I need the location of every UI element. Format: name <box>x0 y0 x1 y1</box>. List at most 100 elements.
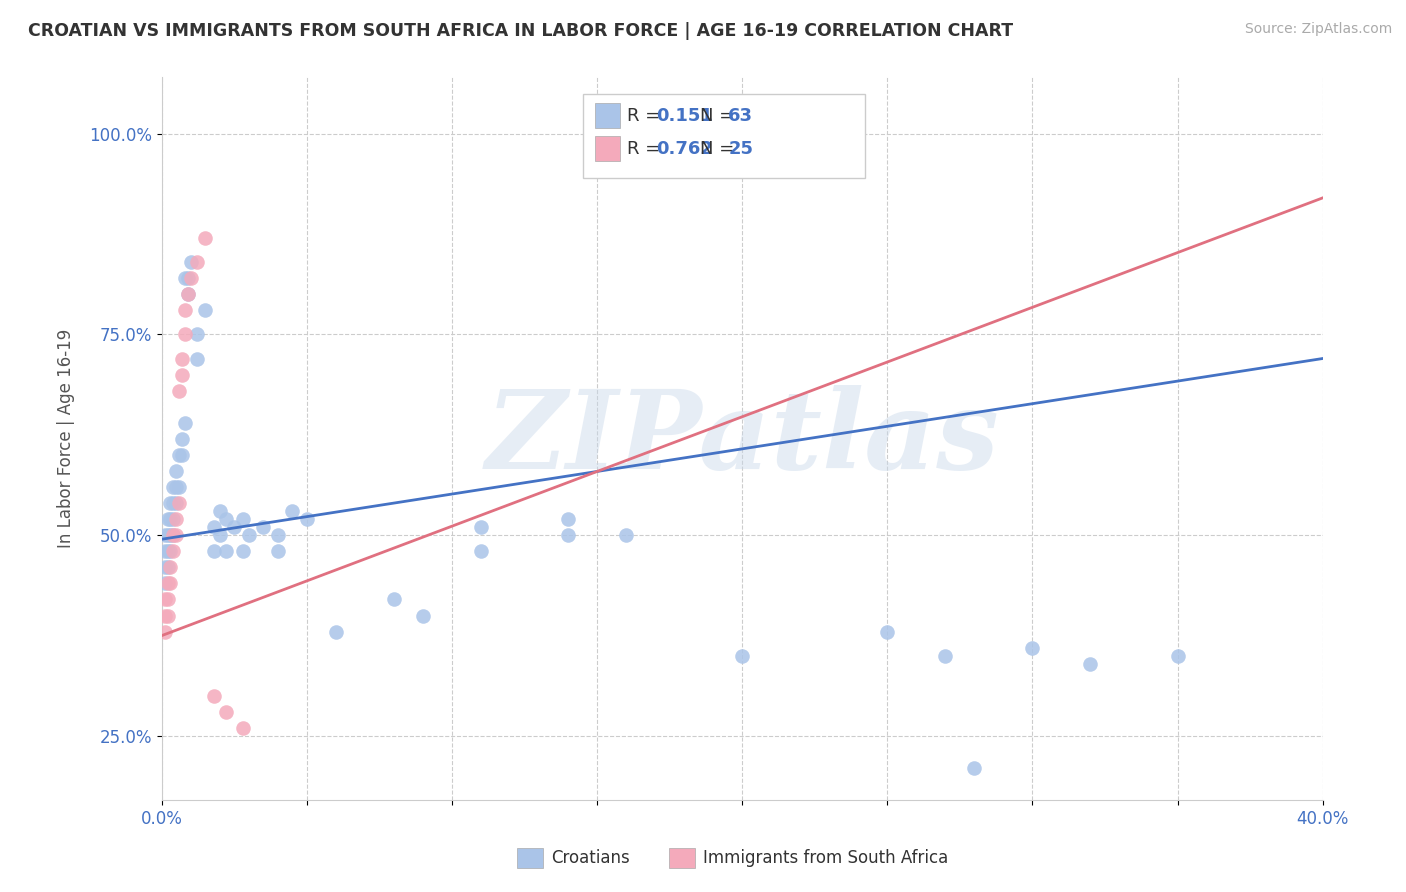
Croatians <box>153 560 176 574</box>
Croatians <box>162 512 184 526</box>
Croatians <box>167 480 190 494</box>
Croatians <box>153 576 176 591</box>
Immigrants from South Africa <box>165 528 187 542</box>
Immigrants from South Africa <box>232 721 254 735</box>
Croatians <box>174 416 197 430</box>
Croatians <box>267 528 290 542</box>
Croatians <box>614 528 637 542</box>
Croatians <box>731 648 754 663</box>
Immigrants from South Africa <box>167 496 190 510</box>
Croatians <box>153 528 176 542</box>
Croatians <box>382 592 405 607</box>
Text: Source: ZipAtlas.com: Source: ZipAtlas.com <box>1244 22 1392 37</box>
Croatians <box>156 560 179 574</box>
Immigrants from South Africa <box>172 351 194 366</box>
Croatians <box>177 287 200 301</box>
Croatians <box>252 520 274 534</box>
Immigrants from South Africa <box>156 576 179 591</box>
Text: Croatians: Croatians <box>551 849 630 867</box>
Croatians <box>208 528 231 542</box>
Immigrants from South Africa <box>162 528 184 542</box>
Croatians <box>232 512 254 526</box>
Croatians <box>208 504 231 518</box>
Y-axis label: In Labor Force | Age 16-19: In Labor Force | Age 16-19 <box>58 329 75 549</box>
Croatians <box>202 520 225 534</box>
Croatians <box>1021 640 1043 655</box>
Croatians <box>159 528 181 542</box>
Immigrants from South Africa <box>172 368 194 382</box>
Croatians <box>156 528 179 542</box>
Text: 63: 63 <box>728 107 754 125</box>
Immigrants from South Africa <box>153 592 176 607</box>
Croatians <box>281 504 304 518</box>
Text: Immigrants from South Africa: Immigrants from South Africa <box>703 849 948 867</box>
Croatians <box>267 544 290 558</box>
Text: 0.151: 0.151 <box>657 107 713 125</box>
Croatians <box>214 544 236 558</box>
Croatians <box>295 512 318 526</box>
Immigrants from South Africa <box>167 384 190 398</box>
Text: N =: N = <box>700 107 740 125</box>
Immigrants from South Africa <box>159 576 181 591</box>
Text: R =: R = <box>627 140 666 158</box>
Text: 25: 25 <box>728 140 754 158</box>
Immigrants from South Africa <box>194 231 217 245</box>
Croatians <box>232 544 254 558</box>
Croatians <box>172 432 194 446</box>
Croatians <box>1080 657 1102 671</box>
Text: CROATIAN VS IMMIGRANTS FROM SOUTH AFRICA IN LABOR FORCE | AGE 16-19 CORRELATION : CROATIAN VS IMMIGRANTS FROM SOUTH AFRICA… <box>28 22 1014 40</box>
Croatians <box>186 327 208 342</box>
Croatians <box>194 303 217 318</box>
Croatians <box>153 544 176 558</box>
Croatians <box>214 512 236 526</box>
Croatians <box>165 480 187 494</box>
Croatians <box>172 448 194 462</box>
Immigrants from South Africa <box>153 608 176 623</box>
Croatians <box>186 351 208 366</box>
Croatians <box>325 624 347 639</box>
Immigrants from South Africa <box>180 271 202 285</box>
Immigrants from South Africa <box>156 592 179 607</box>
Croatians <box>165 496 187 510</box>
Croatians <box>156 512 179 526</box>
Croatians <box>470 544 492 558</box>
Croatians <box>557 512 579 526</box>
Text: R =: R = <box>627 107 666 125</box>
Croatians <box>963 761 986 775</box>
Immigrants from South Africa <box>174 303 197 318</box>
Croatians <box>174 271 197 285</box>
Immigrants from South Africa <box>165 512 187 526</box>
Croatians <box>159 512 181 526</box>
Immigrants from South Africa <box>153 624 176 639</box>
Croatians <box>162 480 184 494</box>
Immigrants from South Africa <box>174 327 197 342</box>
Text: 0.762: 0.762 <box>657 140 713 158</box>
Croatians <box>162 528 184 542</box>
Croatians <box>165 464 187 478</box>
Croatians <box>412 608 434 623</box>
Croatians <box>224 520 246 534</box>
Croatians <box>202 544 225 558</box>
Immigrants from South Africa <box>186 255 208 269</box>
Text: N =: N = <box>700 140 740 158</box>
Immigrants from South Africa <box>159 560 181 574</box>
Croatians <box>159 496 181 510</box>
Croatians <box>470 520 492 534</box>
Croatians <box>934 648 956 663</box>
Immigrants from South Africa <box>162 544 184 558</box>
Croatians <box>162 496 184 510</box>
Croatians <box>238 528 260 542</box>
Immigrants from South Africa <box>177 287 200 301</box>
Immigrants from South Africa <box>202 689 225 703</box>
Croatians <box>180 255 202 269</box>
Text: ZIPatlas: ZIPatlas <box>485 385 1000 492</box>
Croatians <box>159 544 181 558</box>
Croatians <box>876 624 898 639</box>
Croatians <box>177 271 200 285</box>
Croatians <box>156 544 179 558</box>
Immigrants from South Africa <box>214 705 236 719</box>
Immigrants from South Africa <box>156 608 179 623</box>
Croatians <box>1167 648 1189 663</box>
Croatians <box>557 528 579 542</box>
Croatians <box>167 448 190 462</box>
